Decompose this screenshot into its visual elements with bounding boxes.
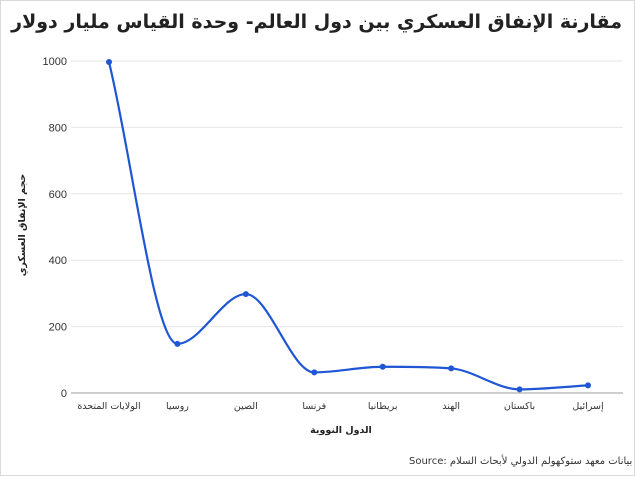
x-tick-label: فرنسا: [302, 401, 326, 412]
data-point: [379, 363, 386, 370]
source-note: Source: قاعدة بيانات معهد ستوكهولم الدول…: [409, 456, 635, 467]
data-point: [311, 369, 318, 376]
data-point: [516, 386, 523, 393]
data-point: [448, 365, 455, 372]
series-line: [107, 61, 589, 391]
data-point: [174, 340, 181, 347]
x-tick-label: روسيا: [166, 401, 189, 412]
y-tick-labels: 0 200 400 600 800 1000: [43, 56, 67, 400]
gridlines: [71, 60, 623, 394]
x-tick-label: الصين: [234, 401, 258, 412]
data-point: [106, 58, 112, 65]
x-tick-label: الولايات المتحدة: [77, 401, 140, 412]
x-tick-label: الهند: [442, 401, 460, 412]
data-points: [106, 58, 591, 393]
chart-title: مقارنة الإنفاق العسكري بين دول العالم- و…: [11, 11, 622, 33]
y-axis-title: حجم الإنفاق العسكري: [17, 174, 28, 277]
y-tick-label: 200: [49, 322, 67, 334]
x-tick-label: إسرائيل: [572, 401, 604, 412]
y-tick-label: 0: [61, 388, 67, 400]
x-tick-labels: الولايات المتحدة روسيا الصين فرنسا بريطانيا ا…: [77, 401, 604, 412]
data-point: [242, 291, 249, 298]
x-tick-label: باكستان: [504, 401, 535, 412]
data-point: [585, 382, 591, 389]
y-tick-label: 400: [49, 255, 67, 267]
y-tick-label: 800: [49, 122, 67, 134]
y-tick-label: 600: [49, 189, 67, 201]
x-axis-title: الدول النووية: [310, 425, 372, 436]
y-tick-label: 1000: [43, 56, 67, 68]
x-tick-label: بريطانيا: [368, 401, 398, 412]
